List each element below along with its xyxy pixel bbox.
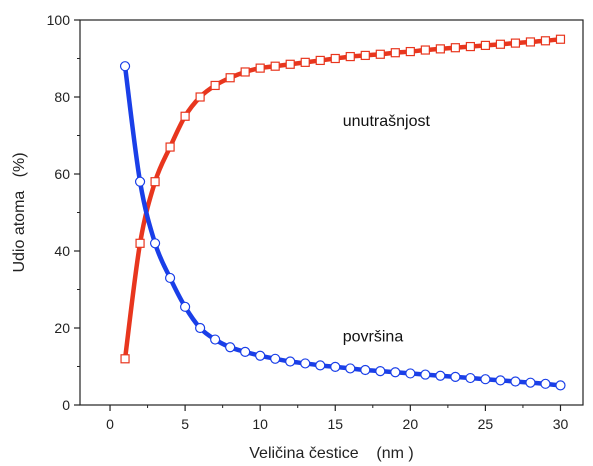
data-point — [195, 92, 205, 102]
data-point — [134, 176, 146, 187]
y-tick-label: 0 — [62, 397, 70, 413]
series-surface — [119, 61, 566, 391]
data-point — [119, 61, 131, 72]
data-point — [435, 44, 445, 54]
plot-frame — [79, 19, 584, 406]
data-point — [270, 61, 280, 71]
data-point — [345, 363, 356, 374]
data-point — [195, 322, 206, 334]
data-point — [180, 301, 191, 312]
data-point — [360, 364, 371, 376]
data-point — [390, 48, 400, 58]
data-point — [450, 43, 460, 53]
x-axis: 0 5 10 15 20 25 30 — [106, 405, 568, 432]
data-point — [315, 55, 325, 66]
data-point — [480, 40, 491, 51]
y-tick-label: 80 — [54, 89, 70, 105]
data-point — [375, 366, 386, 377]
plot-border — [79, 19, 584, 406]
data-point — [270, 353, 281, 364]
data-point — [480, 374, 491, 385]
data-point — [180, 111, 190, 121]
data-point — [465, 372, 476, 384]
data-point — [510, 38, 521, 48]
data-point — [495, 375, 506, 386]
data-point — [225, 342, 236, 353]
annotation-label: unutrašnjost — [343, 113, 431, 130]
data-point — [285, 356, 296, 367]
data-point — [164, 272, 176, 284]
data-point — [225, 73, 235, 83]
x-tick-label: 25 — [478, 416, 494, 432]
data-point — [420, 45, 430, 55]
data-point — [450, 371, 461, 382]
x-tick-label: 10 — [252, 416, 268, 432]
series-interior — [120, 34, 566, 364]
y-tick-label: 20 — [54, 320, 70, 336]
data-point — [165, 142, 175, 152]
data-point — [420, 369, 431, 380]
data-point — [345, 51, 355, 62]
x-tick-label: 15 — [327, 416, 343, 432]
series-line-interior — [122, 37, 563, 362]
data-point — [300, 57, 310, 67]
y-tick-label: 40 — [54, 243, 70, 259]
data-point — [210, 334, 221, 345]
y-tick-label: 60 — [54, 166, 70, 182]
data-point — [510, 376, 521, 387]
data-point — [255, 63, 265, 73]
data-point — [465, 41, 475, 52]
data-point — [555, 34, 566, 44]
data-point — [330, 53, 340, 64]
series-layer — [119, 34, 566, 391]
data-point — [540, 36, 551, 46]
data-point — [255, 350, 266, 361]
data-point — [150, 177, 160, 187]
x-tick-label: 5 — [181, 416, 189, 432]
data-point — [390, 367, 401, 378]
data-point — [525, 377, 536, 388]
y-axis-title: Udio atoma (%) — [11, 152, 28, 272]
data-point — [360, 50, 370, 61]
data-point — [375, 49, 385, 59]
y-axis: 0 20 40 60 80 100 — [47, 12, 80, 413]
x-tick-label: 0 — [106, 416, 114, 432]
data-point — [240, 346, 251, 357]
data-point — [330, 361, 341, 372]
data-point — [240, 67, 250, 77]
data-point — [120, 354, 130, 364]
data-point — [435, 370, 446, 381]
data-point — [405, 46, 415, 57]
data-point — [495, 39, 506, 49]
x-axis-title: Veličina čestice (nm ) — [249, 445, 414, 462]
annotation-layer: unutrašnjost površina — [343, 113, 431, 346]
data-point — [540, 378, 551, 389]
data-point — [285, 59, 295, 69]
data-point — [525, 37, 536, 47]
data-point — [405, 368, 416, 379]
data-point — [210, 80, 220, 91]
data-point — [149, 238, 161, 249]
x-tick-label: 30 — [553, 416, 569, 432]
data-point — [555, 380, 566, 391]
y-tick-label: 100 — [47, 12, 71, 28]
data-point — [315, 360, 326, 371]
data-point — [135, 238, 145, 248]
x-tick-label: 20 — [403, 416, 419, 432]
annotation-label: površina — [343, 328, 404, 345]
data-point — [300, 358, 311, 369]
